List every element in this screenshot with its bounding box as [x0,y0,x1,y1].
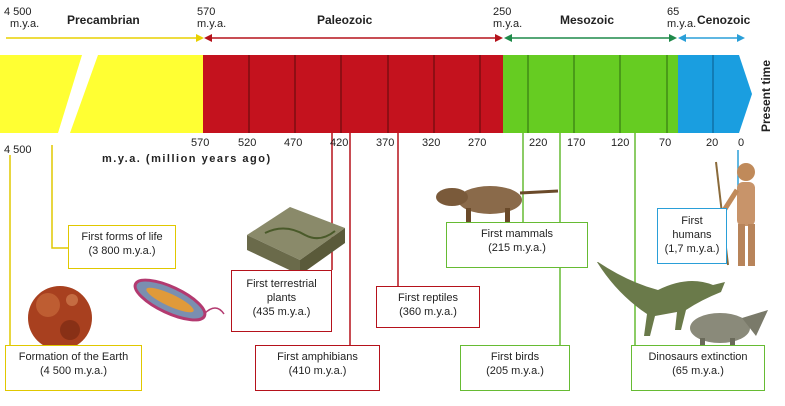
timeline-bar [0,55,752,133]
era-paleozoic: Paleozoic [317,13,373,27]
connector-life [51,145,68,249]
precambrian-segment-right [70,55,203,133]
precambrian-segment-left [0,55,82,133]
mammal-illustration [436,186,559,226]
paleozoic-arrow [204,34,503,42]
event-first-birds: First birds (205 m.y.a.) [460,345,570,391]
tick-label: 20 [706,137,719,149]
event-first-forms-of-life: First forms of life (3 800 m.y.a.) [68,225,176,269]
bacterium-illustration [133,278,225,322]
boundary-250-label: 250 m.y.a. [493,6,523,30]
tick-label: 120 [611,137,630,149]
tick-label: 420 [330,137,349,149]
tick-label: 320 [422,137,441,149]
tick-label: 170 [567,137,586,149]
start-date-label: 4 500 m.y.a. [4,6,40,30]
tick-label: 220 [529,137,548,149]
era-cenozoic: Cenozoic [697,13,751,27]
tick-label: 370 [376,137,395,149]
earth-illustration [28,286,92,350]
event-first-reptiles: First reptiles (360 m.y.a.) [376,286,480,328]
boundary-65-label: 65 m.y.a. [667,6,697,30]
event-first-mammals: First mammals (215 m.y.a.) [446,222,588,268]
tick-label: 520 [238,137,257,149]
event-connectors [9,133,739,345]
paleozoic-segment [203,55,503,133]
event-dinosaurs-extinction: Dinosaurs extinction (65 m.y.a.) [631,345,765,391]
axis-label: m.y.a. (million years ago) [102,153,272,165]
tick-label: 470 [284,137,303,149]
tick-label: 0 [738,137,745,149]
boundary-570-label: 570 m.y.a. [197,6,227,30]
mesozoic-segment [503,55,678,133]
present-arrowhead [739,55,752,133]
tick-4500: 4 500 [4,144,32,156]
event-formation-of-earth: Formation of the Earth (4 500 m.y.a.) [5,345,142,391]
present-time-label: Present time [759,59,773,133]
precambrian-arrow [6,34,204,42]
event-first-terrestrial-plants: First terrestrial plants (435 m.y.a.) [231,270,332,332]
dinosaurs-illustration [597,262,768,350]
cenozoic-segment [678,55,739,133]
tick-label: 70 [659,137,672,149]
tick-label: 570 [191,137,210,149]
plant-terrain-illustration [247,207,345,275]
mesozoic-arrow [504,34,677,42]
cenozoic-arrow [678,34,745,42]
era-mesozoic: Mesozoic [560,13,615,27]
tick-label: 270 [468,137,487,149]
era-precambrian: Precambrian [67,13,140,27]
event-first-humans: First humans (1,7 m.y.a.) [657,208,727,264]
event-first-amphibians: First amphibians (410 m.y.a.) [255,345,380,391]
